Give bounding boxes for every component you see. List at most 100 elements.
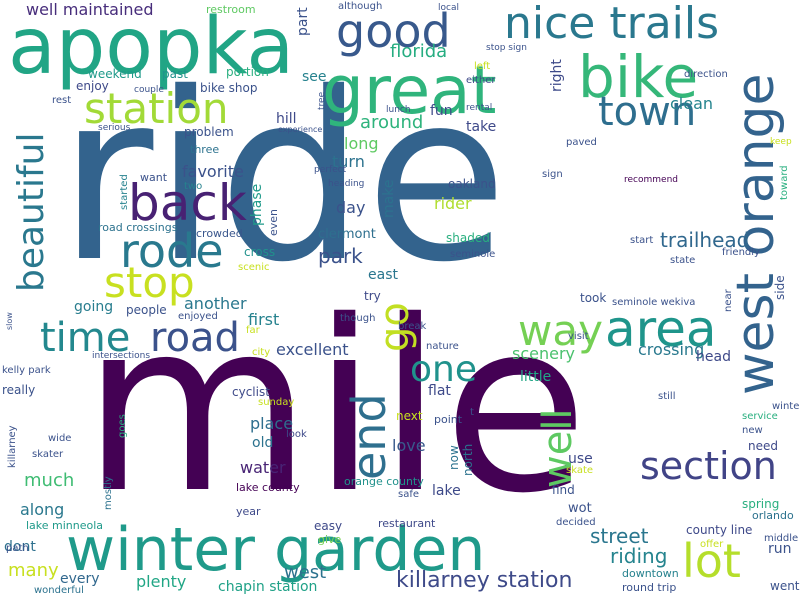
word-favorite: favorite: [182, 162, 244, 181]
word-street: street: [590, 524, 649, 548]
word-phase: phase: [249, 183, 265, 226]
word-going: going: [74, 299, 114, 315]
word-area: area: [605, 300, 717, 358]
word-skate: skate: [566, 465, 594, 476]
word-run: run: [768, 541, 792, 557]
word-dont: dont: [4, 539, 36, 555]
word-day: day: [336, 198, 366, 217]
word-want: want: [140, 171, 168, 184]
word-lake-minneola: lake minneola: [26, 519, 104, 532]
word-nature: nature: [426, 341, 459, 352]
word-stop: stop: [104, 258, 195, 307]
word-enjoy: enjoy: [76, 79, 109, 93]
word-road-crossings: road crossings: [98, 221, 178, 234]
word-state: state: [670, 255, 696, 266]
word-cyclist: cyclist: [232, 385, 270, 399]
word-winter: winter: [772, 401, 800, 412]
word-turn: turn: [332, 152, 365, 171]
word-orlando: orlando: [752, 509, 794, 522]
word-look: look: [286, 429, 307, 440]
word-rest: rest: [52, 95, 72, 106]
word-sunday: sunday: [258, 397, 295, 408]
word-great: great: [322, 52, 497, 129]
word-scenery: scenery: [512, 344, 576, 363]
word-love: love: [392, 436, 426, 455]
word-paved: paved: [566, 137, 597, 148]
word-local: local: [438, 3, 459, 13]
word-need: need: [748, 439, 778, 453]
word-right: right: [549, 59, 565, 92]
word-sign: sign: [542, 169, 563, 180]
word-safe: safe: [398, 489, 420, 500]
word-heading: heading: [328, 179, 365, 189]
word-end: end: [342, 393, 396, 480]
word-killarney-station: killarney station: [396, 568, 573, 593]
word-seminole: seminole: [450, 249, 496, 260]
word-station: station: [84, 84, 229, 133]
word-next: next: [396, 409, 423, 423]
word-much: much: [24, 470, 75, 491]
word-give: give: [318, 533, 342, 546]
word-road: road: [150, 315, 240, 361]
word-well: well: [535, 408, 581, 488]
word-bike-shop: bike shop: [200, 81, 258, 95]
word-good: good: [336, 4, 451, 58]
word-use: use: [568, 451, 593, 467]
word-crossing: crossing: [638, 340, 705, 359]
word-little: little: [520, 369, 552, 385]
word-water: water: [240, 458, 286, 477]
word-around: around: [360, 112, 424, 133]
word-riding: riding: [610, 544, 668, 568]
word-clermont: clermont: [318, 227, 376, 242]
word-bike: bike: [578, 43, 699, 111]
word-ride: ride: [58, 43, 508, 313]
word-section: section: [640, 444, 777, 488]
word-way: way: [518, 306, 603, 355]
word-mile: mile: [82, 270, 589, 545]
word-clean: clean: [670, 94, 714, 113]
word-crowded: crowded: [196, 227, 243, 240]
word-nice-trails: nice trails: [504, 0, 720, 49]
word-wot: wot: [568, 501, 592, 516]
word-intersections: intersections: [92, 351, 151, 361]
word-t: t: [470, 407, 474, 418]
word-near: near: [723, 289, 734, 312]
word-enjoyed: enjoyed: [178, 311, 218, 322]
word-along: along: [20, 500, 65, 519]
word-though: though: [340, 313, 376, 324]
word-well-maintained: well maintained: [26, 0, 154, 19]
word-excellent: excellent: [276, 340, 349, 359]
word-keep: keep: [770, 137, 792, 147]
word-round-trip: round trip: [622, 581, 677, 594]
word-although: although: [338, 1, 383, 12]
word-restaurant: restaurant: [378, 517, 436, 530]
word-either: either: [466, 75, 496, 86]
word-really: really: [2, 383, 36, 397]
word-chapin-station: chapin station: [218, 579, 318, 595]
word-lake: lake: [432, 483, 461, 499]
word-visit: visit: [568, 331, 589, 342]
word-winter-garden: winter garden: [66, 515, 486, 585]
word-side: side: [773, 275, 787, 300]
word-break: break: [398, 321, 427, 332]
word-weekend: weekend: [88, 67, 142, 81]
word-restroom: restroom: [206, 3, 256, 16]
word-take: take: [466, 119, 497, 135]
word-direction: direction: [684, 69, 728, 80]
word-rode: rode: [120, 224, 224, 278]
word-town: town: [598, 89, 697, 135]
word-rider: rider: [434, 194, 472, 213]
word-park: park: [318, 244, 363, 268]
word-still: still: [658, 391, 676, 402]
word-perfect: perfect: [314, 165, 347, 175]
word-new: new: [742, 425, 763, 436]
word-took: took: [580, 291, 607, 305]
word-portion: portion: [226, 65, 269, 79]
word-orange-county: orange county: [344, 475, 424, 488]
word-try: try: [364, 289, 381, 303]
word-old: old: [252, 435, 274, 451]
word-back: back: [128, 174, 247, 232]
word-beautiful: beautiful: [11, 132, 52, 293]
word-lake-county: lake county: [236, 481, 300, 494]
word-apopka: apopka: [8, 2, 295, 92]
